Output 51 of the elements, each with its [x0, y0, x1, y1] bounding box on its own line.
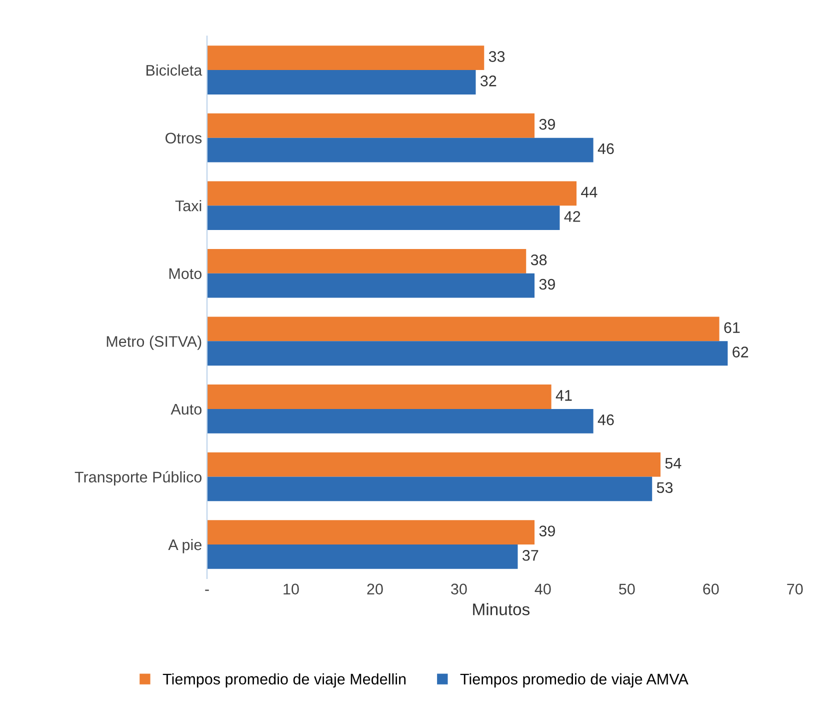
data-label: 44: [581, 186, 598, 198]
bar: [207, 452, 661, 477]
data-label: 33: [488, 51, 505, 62]
y-tick-label: Bicicleta: [146, 64, 202, 76]
x-tick-label: 20: [367, 584, 383, 594]
data-label: 46: [598, 143, 614, 154]
bar: [207, 476, 652, 502]
data-label: 32: [480, 76, 496, 86]
y-tick-label: Moto: [169, 268, 202, 280]
y-tick-label: Taxi: [175, 200, 202, 212]
data-label: 39: [539, 278, 555, 290]
data-label: 61: [724, 322, 740, 334]
bar: [207, 316, 720, 342]
bar: [207, 206, 560, 230]
bar: [207, 341, 728, 366]
bar: [207, 544, 518, 569]
y-tick-label: Otros: [166, 132, 202, 144]
data-label: 38: [530, 254, 547, 266]
data-label: 46: [598, 414, 614, 426]
bar: [207, 70, 476, 94]
x-tick-label: 10: [284, 584, 299, 594]
data-label: 41: [556, 390, 572, 401]
y-tick-label: Auto: [170, 404, 202, 415]
data-label: 53: [656, 482, 673, 494]
legend-label: Tiempos promedio de viaje AMVA: [460, 673, 688, 688]
x-tick-label: 70: [787, 584, 803, 594]
data-label: 62: [732, 346, 748, 358]
y-tick-label: Transporte Público: [74, 471, 202, 486]
bar: [207, 138, 594, 162]
bar: [207, 384, 552, 409]
data-label: 39: [539, 118, 555, 130]
bar: [207, 273, 535, 298]
x-tick-label: 50: [619, 584, 635, 594]
bar: [207, 113, 535, 138]
bar: [207, 46, 484, 70]
y-tick-label: Metro (SITVA): [106, 336, 202, 350]
x-axis-title: Minutos: [473, 603, 530, 616]
bar: [207, 181, 577, 206]
data-label: 37: [522, 550, 538, 561]
x-tick-label: 40: [534, 584, 551, 594]
x-tick-label: -: [205, 590, 209, 591]
x-tick-label: 60: [703, 584, 719, 594]
y-tick-label: A pie: [168, 538, 202, 554]
bar: [207, 248, 526, 274]
data-label: 42: [564, 211, 580, 222]
bar: [207, 408, 594, 434]
data-label: 54: [665, 458, 682, 469]
legend-label: Tiempos promedio de viaje Medellin: [162, 673, 406, 688]
bar: [207, 520, 535, 545]
data-label: 39: [539, 526, 555, 536]
x-tick-label: 30: [451, 584, 467, 594]
